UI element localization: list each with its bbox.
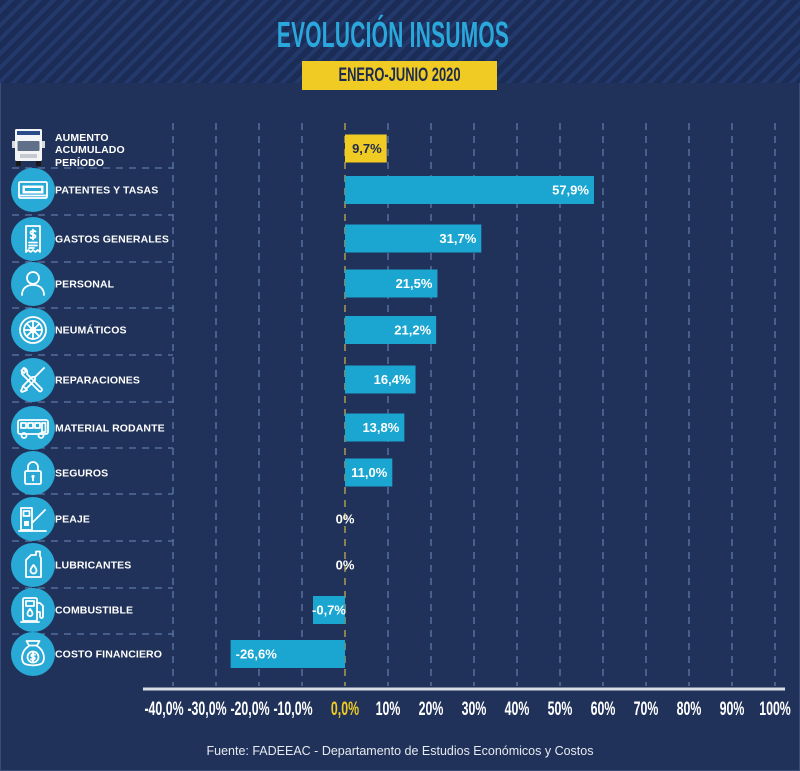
category-row: GASTOS GENERALES — [0, 216, 173, 262]
truck-icon — [11, 127, 55, 171]
bar — [230, 640, 345, 668]
bar-value-label: 21,5% — [396, 276, 433, 291]
bar-value-label: 11,0% — [351, 465, 388, 480]
license-plate-icon — [11, 168, 55, 212]
bar-value-label: 13,8% — [362, 420, 399, 435]
category-panel: AUMENTO ACUMULADO PERÍODO PATENTES Y TASA… — [0, 0, 175, 771]
category-label: SEGUROS — [55, 466, 109, 479]
x-tick-label: 0,0% — [331, 698, 359, 719]
bar-value-label: -26,6% — [236, 647, 278, 662]
bus-icon — [11, 405, 55, 450]
toll-booth-icon — [11, 497, 55, 541]
bar — [345, 224, 482, 253]
tools-icon — [11, 357, 55, 402]
category-row: COSTO FINANCIERO — [0, 631, 173, 677]
category-label: GASTOS GENERALES — [55, 232, 170, 245]
x-tick-label: 100% — [759, 698, 791, 719]
period-label: ENERO-JUNIO 2020 — [338, 65, 461, 86]
fuel-pump-icon — [11, 588, 55, 632]
x-tick-label: 20% — [419, 698, 444, 719]
x-tick-label: -20,0% — [230, 698, 269, 719]
x-tick-label: 50% — [548, 698, 573, 719]
x-tick-label: -10,0% — [273, 698, 312, 719]
bar — [345, 365, 416, 394]
category-row: NEUMÁTICOS — [0, 307, 173, 353]
category-row: PEAJE — [0, 496, 173, 542]
category-label: COSTO FINANCIERO — [55, 648, 162, 661]
bar-value-label: 21,2% — [394, 323, 431, 338]
category-label: MATERIAL RODANTE — [55, 421, 165, 434]
x-tick-label: 40% — [505, 698, 530, 719]
person-icon — [11, 261, 55, 306]
x-tick-label: 60% — [591, 698, 616, 719]
bar — [345, 413, 405, 442]
bar — [345, 269, 438, 298]
category-row: LUBRICANTES — [0, 542, 173, 588]
lock-icon — [11, 450, 55, 495]
category-row: MATERIAL RODANTE — [0, 405, 173, 451]
category-row: REPARACIONES — [0, 357, 173, 403]
category-label: LUBRICANTES — [55, 559, 132, 572]
period-badge: ENERO-JUNIO 2020 — [302, 61, 497, 90]
source-note: Fuente: FADEEAC - Departamento de Estudi… — [206, 744, 594, 758]
x-tick-label: 90% — [720, 698, 745, 719]
receipt-icon — [11, 216, 55, 261]
x-tick-label: 70% — [634, 698, 659, 719]
category-label: AUMENTO ACUMULADO PERÍODO — [55, 131, 125, 169]
oil-bottle-icon — [11, 543, 55, 587]
x-tick-label: 30% — [462, 698, 487, 719]
tire-icon — [11, 308, 55, 352]
x-tick-label: 10% — [376, 698, 401, 719]
bar-value-label: 0% — [336, 512, 355, 527]
category-label: COMBUSTIBLE — [55, 604, 134, 617]
category-row: PERSONAL — [0, 261, 173, 307]
bar-value-label: 57,9% — [552, 183, 589, 198]
bar-value-label: 0% — [336, 558, 355, 573]
bar-highlight — [345, 134, 387, 163]
bar-value-label: 9,7% — [352, 141, 382, 156]
x-tick-label: 80% — [677, 698, 702, 719]
x-tick-label: -30,0% — [187, 698, 226, 719]
bar — [313, 596, 345, 624]
bar-value-label: 16,4% — [374, 372, 411, 387]
category-label: REPARACIONES — [55, 373, 141, 386]
page-title: EVOLUCIÓN INSUMOS — [276, 14, 510, 55]
money-bag-icon — [11, 632, 55, 676]
category-row: PATENTES Y TASAS — [0, 167, 173, 213]
bar — [345, 176, 594, 204]
category-label: PEAJE — [55, 513, 90, 526]
category-label: PERSONAL — [55, 277, 115, 290]
bar-value-label: 31,7% — [439, 231, 476, 246]
bar-value-label: -0,7% — [312, 603, 346, 618]
category-row: SEGUROS — [0, 450, 173, 496]
category-label: NEUMÁTICOS — [55, 324, 127, 337]
category-row: AUMENTO ACUMULADO PERÍODO — [0, 126, 173, 172]
bar — [345, 458, 393, 487]
x-tick-label: -40,0% — [144, 698, 183, 719]
category-label: PATENTES Y TASAS — [55, 184, 159, 197]
bar — [345, 316, 437, 344]
category-row: COMBUSTIBLE — [0, 587, 173, 633]
